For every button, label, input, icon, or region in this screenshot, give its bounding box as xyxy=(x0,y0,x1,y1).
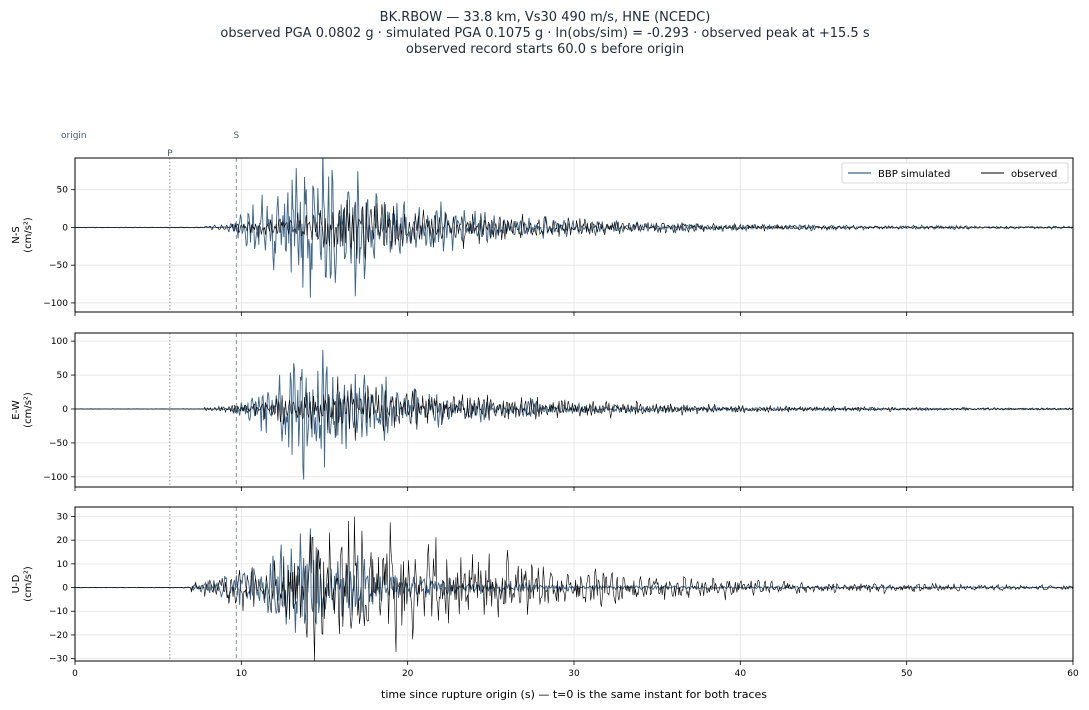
phase-label-s: S xyxy=(233,131,239,141)
y-axis-label-unit: (cm/s²) xyxy=(23,392,34,428)
figure-title-line-2: observed PGA 0.0802 g · simulated PGA 0.… xyxy=(220,26,869,41)
x-tick-label: 60 xyxy=(1067,669,1079,679)
y-tick-label: −50 xyxy=(49,439,68,449)
y-axis-label-component: U-D xyxy=(11,574,22,593)
x-tick-label: 30 xyxy=(568,669,580,679)
simulated-trace-n-s xyxy=(75,158,1073,298)
y-tick-label: 20 xyxy=(57,536,69,546)
y-tick-label: 0 xyxy=(62,405,68,415)
y-tick-label: −30 xyxy=(49,655,68,665)
y-axis-label-component: E-W xyxy=(11,400,22,420)
y-tick-label: 10 xyxy=(57,560,69,570)
x-tick-label: 50 xyxy=(901,669,913,679)
panel-u-d: −30 −20 −10 0 10 20 30 0 10 20 30 40 50 60 U-D (cm/s²) xyxy=(11,506,1079,679)
observed-trace-n-s xyxy=(75,199,1073,260)
y-tick-label: −10 xyxy=(49,607,68,617)
x-tick-label: 40 xyxy=(735,669,747,679)
legend-label-observed: observed xyxy=(1011,169,1057,180)
panel-n-s: −100 −50 0 50 N-S (cm/s²) xyxy=(11,157,1074,316)
y-tick-label: 0 xyxy=(62,584,68,594)
y-tick-label: −100 xyxy=(43,299,68,309)
observed-trace-e-w xyxy=(75,376,1073,441)
y-tick-label: −20 xyxy=(49,631,68,641)
observed-trace-u-d xyxy=(75,516,1073,661)
x-axis-label: time since rupture origin (s) — t=0 is t… xyxy=(381,688,767,701)
y-axis-label-unit: (cm/s²) xyxy=(23,217,34,253)
x-tick-label: 10 xyxy=(236,669,248,679)
phase-label-p: P xyxy=(167,149,173,159)
legend: BBP simulated observed xyxy=(841,162,1069,184)
legend-label-simulated: BBP simulated xyxy=(878,169,950,180)
y-tick-label: 100 xyxy=(51,337,68,347)
y-tick-label: −50 xyxy=(49,261,68,271)
simulated-trace-u-d xyxy=(75,528,1073,633)
y-tick-label: −100 xyxy=(43,473,68,483)
y-tick-label: 50 xyxy=(57,371,69,381)
phase-label-origin: origin xyxy=(61,131,87,141)
figure-title-line-3: observed record starts 60.0 s before ori… xyxy=(406,42,684,57)
y-tick-label: 30 xyxy=(57,512,69,522)
x-tick-label: 20 xyxy=(402,669,414,679)
panel-e-w: −100 −50 0 50 100 E-W (cm/s²) xyxy=(11,332,1074,491)
figure-title-line-1: BK.RBOW — 33.8 km, Vs30 490 m/s, HNE (NC… xyxy=(380,10,711,25)
y-axis-label-component: N-S xyxy=(11,226,22,243)
legend-box xyxy=(841,162,1069,184)
x-tick-label: 0 xyxy=(72,669,78,679)
y-tick-label: 50 xyxy=(57,186,69,196)
y-tick-label: 0 xyxy=(62,223,68,233)
y-axis-label-unit: (cm/s²) xyxy=(23,566,34,602)
